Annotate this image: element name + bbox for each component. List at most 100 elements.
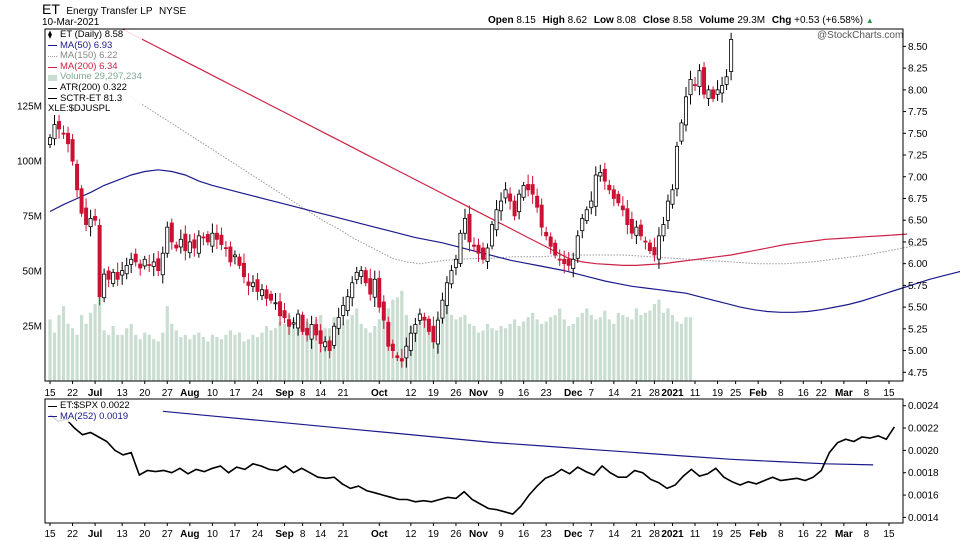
candle-body	[476, 244, 481, 254]
candle	[580, 213, 585, 239]
volume-bar	[377, 319, 381, 381]
legend-swatch	[48, 87, 57, 89]
candle-body	[223, 247, 228, 250]
candle	[97, 218, 102, 306]
candle	[422, 312, 427, 328]
volume-bar	[675, 321, 679, 381]
volume-bar	[197, 332, 201, 381]
volume-bar	[382, 317, 386, 381]
ma150-line	[94, 72, 921, 265]
candle	[70, 133, 75, 166]
candle-body	[435, 319, 440, 345]
volume-bar	[661, 312, 666, 381]
candle	[61, 125, 66, 139]
candle	[368, 268, 373, 301]
candle	[214, 224, 219, 250]
candle-body	[138, 263, 143, 269]
candle	[169, 218, 174, 250]
candle-body	[471, 244, 476, 247]
company-name: Energy Transfer LP	[66, 6, 153, 17]
volume-bar	[657, 299, 661, 381]
candle	[625, 200, 630, 235]
legend-row: ⧫ ET (Daily) 8.58	[48, 29, 142, 41]
candle-body	[93, 215, 98, 221]
lower-x-tick-label: 21	[631, 529, 643, 540]
candle-body	[431, 325, 436, 343]
candle-body	[52, 124, 57, 140]
price-tick-label: 5.50	[908, 303, 928, 314]
volume-bar	[129, 323, 133, 381]
candle-body	[111, 271, 116, 284]
candle-body	[305, 327, 310, 336]
lower-x-tick-label: Dec	[564, 529, 583, 540]
candle	[693, 76, 698, 92]
legend-row: MA(200) 6.34	[48, 61, 142, 73]
candle	[390, 339, 395, 359]
candle-body	[84, 207, 89, 225]
candle-body	[350, 282, 355, 299]
volume-bar	[75, 334, 79, 381]
price-tick-label: 5.00	[908, 346, 928, 357]
ratio-tick-label: 0.0022	[908, 424, 939, 435]
candle-body	[232, 254, 237, 258]
candle	[553, 239, 558, 259]
candle	[291, 317, 296, 329]
volume-label: Volume	[699, 15, 735, 26]
volume-tick-label: 125M	[17, 102, 42, 113]
exchange-label: NYSE	[158, 6, 187, 17]
x-tick-label: 20	[139, 388, 151, 399]
candle	[246, 273, 251, 296]
price-tick-label: 7.50	[908, 129, 928, 140]
candle	[160, 246, 165, 284]
legend-swatch	[48, 405, 57, 407]
candle-body	[688, 79, 693, 96]
x-tick-label: 23	[541, 388, 553, 399]
candle	[557, 249, 562, 266]
volume-bar	[305, 321, 309, 381]
candle-body	[711, 89, 716, 99]
candle-swatch-icon: ⧫	[48, 30, 52, 39]
volume-bar	[639, 315, 643, 381]
lower-x-tick-label: 22	[67, 529, 79, 540]
volume-bar	[670, 315, 675, 381]
volume-bar	[562, 319, 566, 381]
candle	[223, 241, 228, 257]
candle	[219, 227, 224, 251]
volume-bar	[346, 319, 350, 381]
candle	[363, 267, 368, 287]
volume-bar	[134, 334, 138, 381]
candle-body	[453, 258, 458, 268]
lower-x-tick-label: 14	[608, 529, 620, 540]
volume-bar	[648, 310, 652, 381]
volume-bar	[246, 339, 251, 381]
legend-label: MA(50) 6.93	[60, 39, 113, 51]
volume-bar	[580, 312, 584, 381]
candle-body	[656, 235, 661, 260]
volume-bar	[350, 315, 354, 381]
price-tick-label: 6.25	[908, 237, 928, 248]
candle-body	[512, 200, 517, 217]
x-tick-label: 15	[44, 388, 56, 399]
candle	[66, 126, 71, 153]
price-tick-label: 6.00	[908, 259, 928, 270]
volume-tick-label: 50M	[23, 267, 42, 278]
candle-body	[548, 236, 553, 247]
volume-bar	[269, 330, 273, 381]
candle	[697, 64, 702, 96]
candle	[647, 239, 652, 255]
candle	[75, 159, 80, 198]
candle-body	[553, 242, 558, 256]
x-tick-label: 14	[608, 388, 620, 399]
candle	[377, 270, 382, 313]
candle	[449, 265, 454, 289]
low-value: 8.08	[616, 15, 637, 26]
candle-body	[359, 270, 364, 277]
up-arrow-icon: ▲	[865, 16, 874, 25]
volume-bar	[535, 319, 539, 381]
candle	[589, 191, 594, 215]
volume-bar	[215, 337, 219, 381]
candle	[611, 185, 616, 207]
legend-label: ATR(200) 0.322	[60, 81, 127, 93]
candle	[476, 238, 481, 262]
candle	[530, 175, 535, 204]
